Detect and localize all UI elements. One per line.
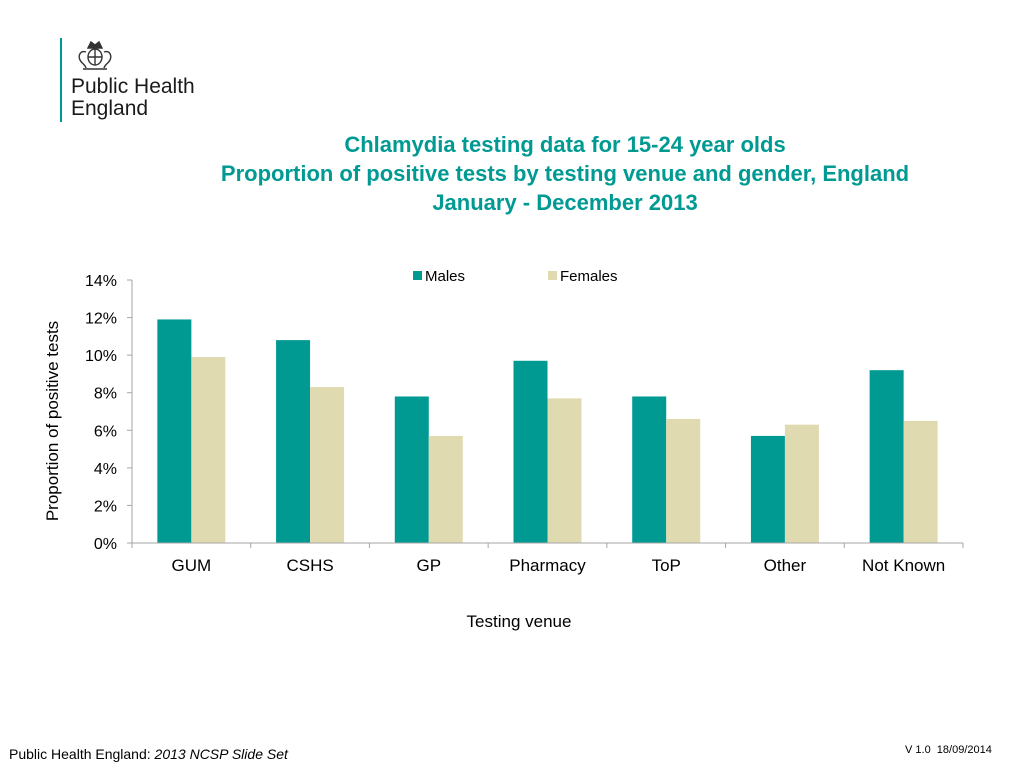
bar-females-cshs [310,387,345,543]
title-line-1: Chlamydia testing data for 15-24 year ol… [344,132,786,157]
x-tick-label: Not Known [862,556,945,575]
chart-title: Chlamydia testing data for 15-24 year ol… [130,130,1000,217]
bar-females-gum [191,357,226,543]
footer-source-title: 2013 NCSP Slide Set [154,746,288,762]
bar-males-not-known [869,370,904,543]
y-axis-title: Proportion of positive tests [43,321,62,521]
bar-males-pharmacy [513,360,548,543]
x-tick-label: Other [764,556,807,575]
x-tick-label: GP [417,556,442,575]
bar-males-gp [394,396,429,543]
bar-females-other [784,424,819,543]
bar-females-pharmacy [547,398,582,543]
y-tick-label: 6% [94,423,117,440]
logo-divider [60,38,62,122]
title-line-3: January - December 2013 [432,190,698,215]
bar-females-not-known [903,420,938,543]
org-name-line2: England [71,97,149,120]
y-tick-label: 2% [94,498,117,515]
bar-males-gum [157,319,192,543]
bar-males-other [750,435,785,543]
title-line-2: Proportion of positive tests by testing … [220,161,910,186]
bar-females-top [666,419,701,543]
x-axis-title: Testing venue [467,612,572,631]
x-tick-label: Pharmacy [509,556,586,575]
legend-swatch-males [413,271,422,280]
legend-label-females: Females [560,268,618,285]
legend-swatch-females [548,271,557,280]
bar-males-cshs [276,340,311,543]
legend-label-males: Males [425,268,465,285]
y-tick-label: 8% [94,386,117,403]
org-logo-text: Public Health England [71,76,195,120]
x-tick-label: ToP [652,556,681,575]
royal-crest-icon [78,40,112,70]
footer-version: V 1.0 18/09/2014 [905,744,992,756]
y-tick-label: 4% [94,461,117,478]
footer-source-label: Public Health England: [9,746,155,762]
bar-females-gp [428,435,463,543]
org-name-line1: Public Health [71,75,195,98]
x-tick-label: CSHS [286,556,333,575]
y-tick-label: 10% [85,348,117,365]
footer-source: Public Health England: 2013 NCSP Slide S… [9,746,288,762]
y-tick-label: 14% [85,273,117,290]
bar-males-top [632,396,667,543]
y-tick-label: 12% [85,311,117,328]
y-tick-label: 0% [94,536,117,553]
x-tick-label: GUM [172,556,212,575]
